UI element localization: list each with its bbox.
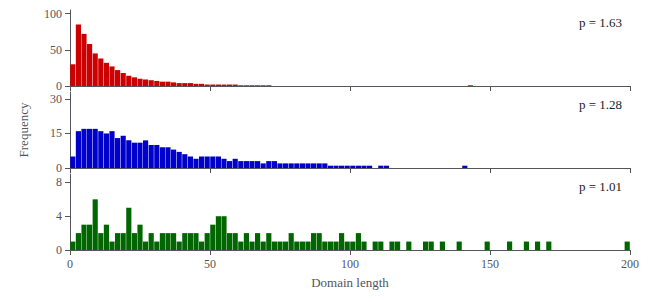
svg-text:100: 100 bbox=[44, 7, 62, 21]
svg-text:50: 50 bbox=[204, 257, 216, 271]
svg-text:0: 0 bbox=[56, 161, 62, 175]
svg-text:p = 1.01: p = 1.01 bbox=[579, 179, 622, 194]
svg-text:150: 150 bbox=[481, 257, 499, 271]
svg-text:0: 0 bbox=[67, 257, 73, 271]
svg-text:15: 15 bbox=[50, 126, 62, 140]
svg-text:0: 0 bbox=[56, 79, 62, 93]
svg-text:50: 50 bbox=[50, 43, 62, 57]
svg-text:p = 1.63: p = 1.63 bbox=[579, 15, 622, 30]
svg-text:Domain length: Domain length bbox=[311, 275, 389, 290]
svg-text:100: 100 bbox=[341, 257, 359, 271]
svg-text:8: 8 bbox=[56, 175, 62, 189]
svg-text:30: 30 bbox=[50, 92, 62, 106]
svg-text:p = 1.28: p = 1.28 bbox=[579, 97, 622, 112]
svg-text:Frequency: Frequency bbox=[16, 102, 31, 157]
svg-text:0: 0 bbox=[56, 243, 62, 257]
svg-text:200: 200 bbox=[621, 257, 639, 271]
svg-text:4: 4 bbox=[56, 209, 62, 223]
